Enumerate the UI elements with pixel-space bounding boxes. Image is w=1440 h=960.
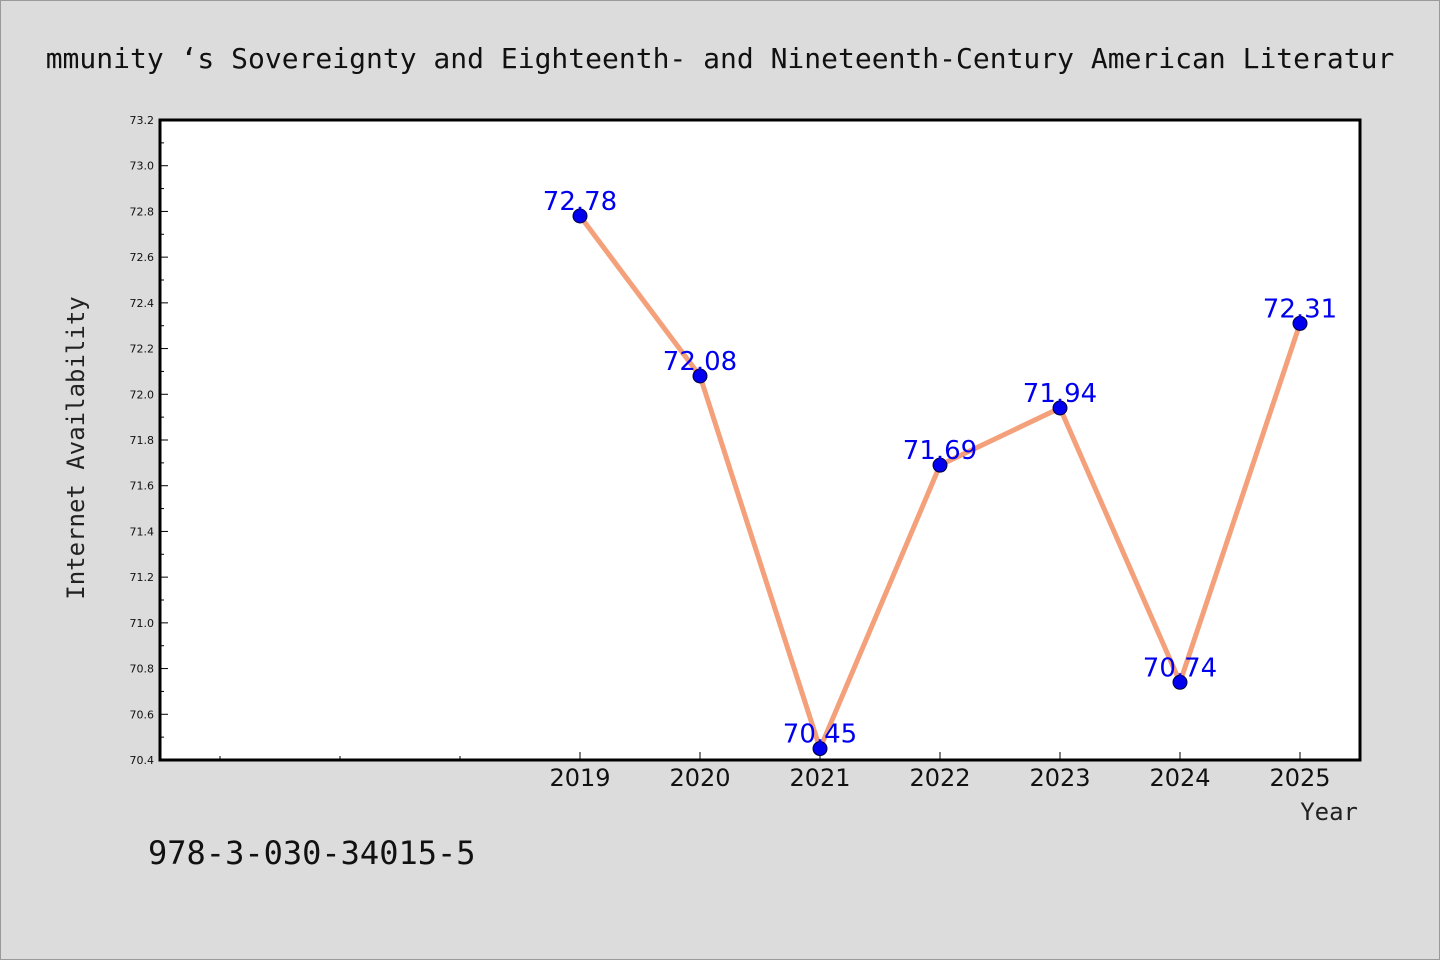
data-label: 72.31 <box>1263 294 1337 324</box>
y-tick-label: 70.8 <box>130 663 155 676</box>
plot-area <box>160 120 1360 760</box>
y-tick-label: 73.2 <box>130 114 155 127</box>
data-point <box>692 368 708 384</box>
data-label: 71.69 <box>903 436 977 466</box>
x-tick-label: 2021 <box>789 764 850 792</box>
plot-border <box>158 118 1362 762</box>
data-point <box>572 208 588 224</box>
isbn-footer: 978-3-030-34015-5 <box>148 834 476 872</box>
x-axis-label: Year <box>1300 798 1358 826</box>
y-tick-label: 72.0 <box>130 388 155 401</box>
data-label: 70.74 <box>1143 653 1217 683</box>
x-tick-label: 2019 <box>549 764 610 792</box>
x-tick-label: 2025 <box>1269 764 1330 792</box>
x-tick-label: 2020 <box>669 764 730 792</box>
data-point <box>1172 674 1188 690</box>
x-axis-ticks: 2019 2020 2021 2022 2023 2024 2025 <box>219 752 1331 792</box>
y-tick-label: 73.0 <box>130 160 155 173</box>
data-label: 70.45 <box>783 720 857 750</box>
y-tick-label: 72.2 <box>130 343 155 356</box>
chart-title: mmunity ‘s Sovereignty and Eighteenth- a… <box>46 42 1395 75</box>
y-tick-label: 71.0 <box>130 617 155 630</box>
x-tick-label: 2024 <box>1149 764 1210 792</box>
data-label: 71.94 <box>1023 379 1097 409</box>
y-tick-label: 72.6 <box>130 251 155 264</box>
y-tick-label: 71.6 <box>130 480 155 493</box>
x-tick-label: 2023 <box>1029 764 1090 792</box>
data-label: 72.78 <box>543 187 617 217</box>
y-tick-label: 72.8 <box>130 205 155 218</box>
data-point <box>1052 400 1068 416</box>
data-label: 72.08 <box>663 347 737 377</box>
data-point <box>932 457 948 473</box>
data-point <box>812 741 828 757</box>
y-tick-label: 72.4 <box>130 297 155 310</box>
y-axis-label: Internet Availability <box>62 296 90 599</box>
y-tick-label: 71.4 <box>130 525 155 538</box>
series-layer: 72.78 72.08 70.45 71.69 71.94 70.74 72.31 <box>543 187 1337 757</box>
y-tick-label: 71.8 <box>130 434 155 447</box>
data-point <box>1292 315 1308 331</box>
y-tick-label: 70.4 <box>130 754 155 767</box>
y-tick-label: 71.2 <box>130 571 155 584</box>
y-axis-ticks: 70.4 70.6 70.8 71.0 71.2 71.4 71.6 71.8 72.0 72.2… <box>130 114 168 767</box>
y-tick-label: 70.6 <box>130 708 155 721</box>
x-tick-label: 2022 <box>909 764 970 792</box>
